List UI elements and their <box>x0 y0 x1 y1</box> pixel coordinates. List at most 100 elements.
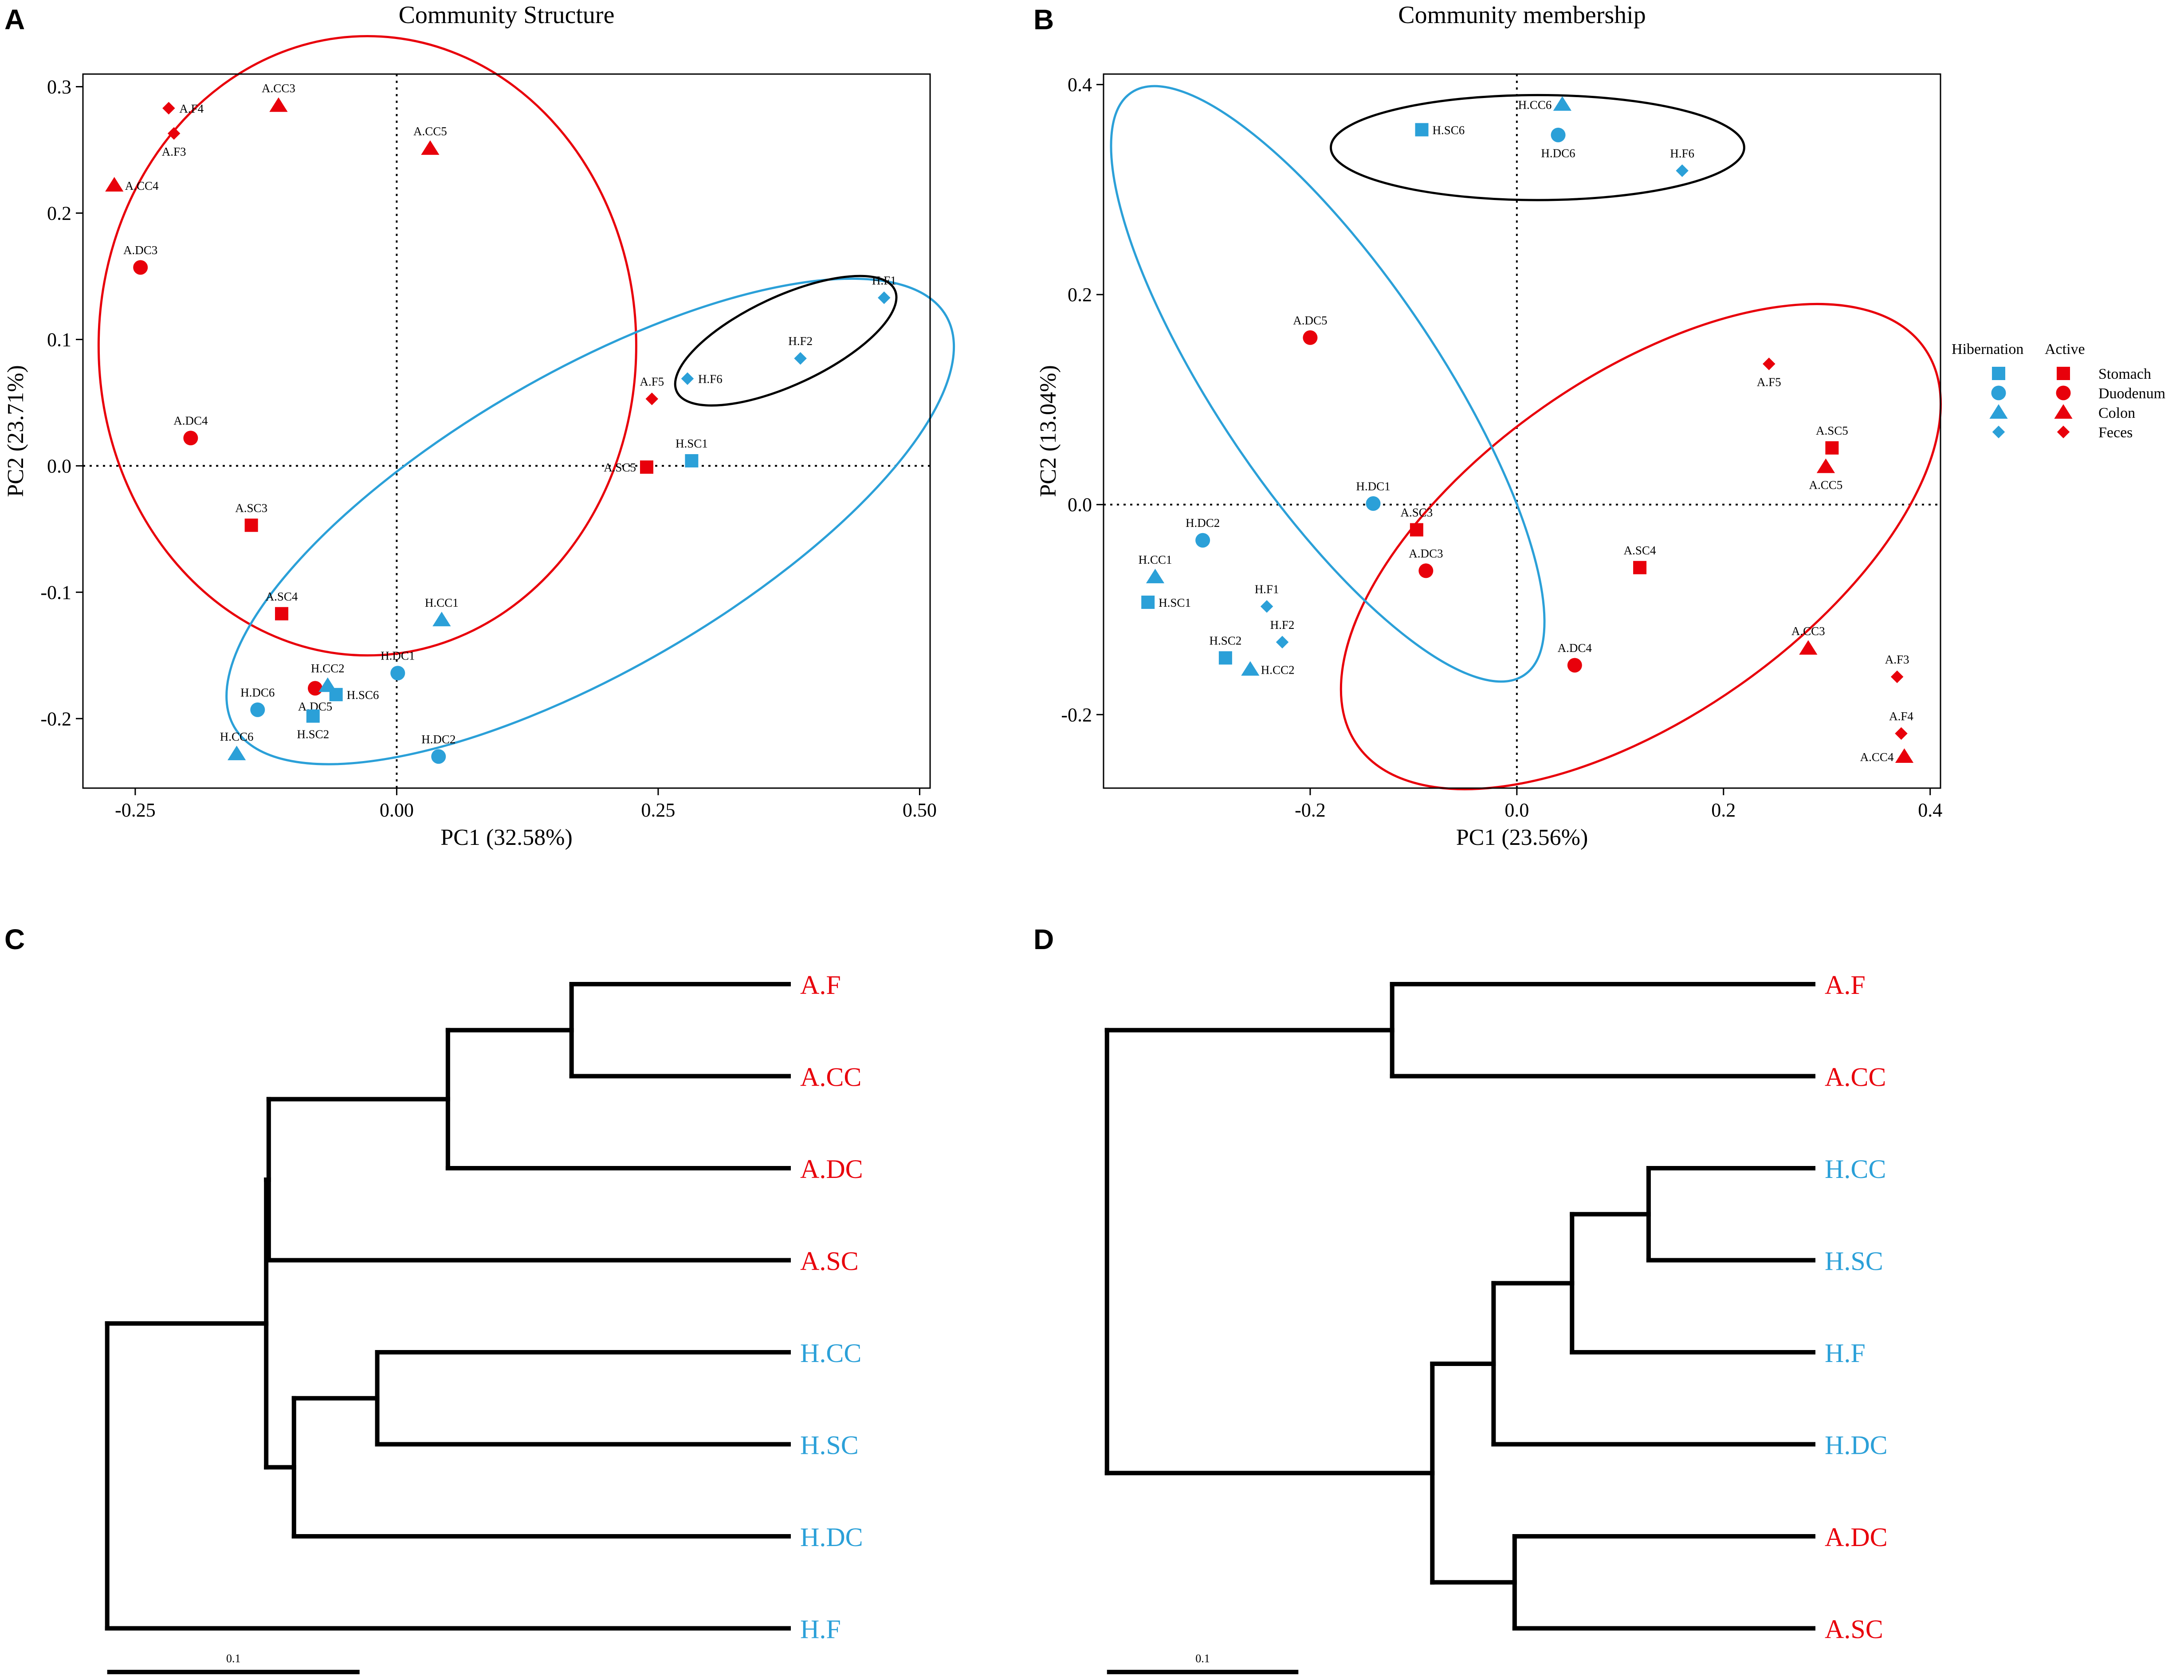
point-label: A.SC5 <box>604 461 636 474</box>
data-point <box>1141 595 1155 609</box>
x-tick-label: 0.4 <box>1918 799 1942 821</box>
point-label: H.CC6 <box>1518 98 1552 112</box>
panel-label-b: B <box>1033 4 1054 35</box>
data-point <box>1567 658 1582 673</box>
point-label: A.CC5 <box>413 125 447 138</box>
leaf-label: A.SC <box>1825 1615 1883 1644</box>
point-label: A.CC4 <box>125 179 159 192</box>
dendrogram-community-structure: A.F A.CC A.DC A.SC H.CC H.SC H.DC H.F 0.1 <box>105 970 863 1674</box>
point-label: H.DC1 <box>1356 479 1390 493</box>
confidence-ellipse-hibernation <box>225 277 955 765</box>
x-tick-label: 0.25 <box>641 799 675 821</box>
leaf-label: A.SC <box>800 1247 859 1276</box>
panel-label-c: C <box>4 923 25 955</box>
data-point <box>1366 496 1381 511</box>
point-label: H.CC2 <box>1261 663 1295 676</box>
leaf-label: H.SC <box>1825 1247 1883 1276</box>
data-point <box>1676 164 1689 177</box>
legend-marker-active <box>2057 425 2070 439</box>
point-label: H.CC1 <box>425 596 459 609</box>
point-label: A.DC3 <box>123 243 157 257</box>
data-point <box>183 431 198 446</box>
legend: Hibernation Active Stomach Duodenum Colon Fec… <box>1952 341 2165 441</box>
data-point <box>794 352 807 365</box>
y-tick-label: -0.1 <box>40 581 71 603</box>
data-point <box>105 177 124 192</box>
point-label: A.DC4 <box>173 414 208 428</box>
data-point <box>1895 727 1908 740</box>
y-tick-label: 0.0 <box>1068 494 1092 516</box>
data-point <box>1633 561 1647 574</box>
legend-marker-hibernation <box>1992 425 2005 439</box>
pcoa-community-membership: Community membership H.CC6 H.SC6 H.DC6 H.F6 H… <box>1036 1 1942 850</box>
point-label: A.DC3 <box>1409 547 1443 560</box>
y-tick-label: 0.0 <box>47 455 71 477</box>
point-label: A.CC3 <box>262 82 295 95</box>
data-point <box>1415 123 1429 137</box>
point-label: A.SC4 <box>1624 544 1656 557</box>
leaf-label: A.DC <box>800 1154 863 1184</box>
point-label: A.SC4 <box>266 590 298 603</box>
leaf-label: A.CC <box>800 1063 861 1092</box>
leaf-label: A.F <box>800 970 841 1000</box>
point-label: H.DC6 <box>240 686 275 699</box>
point-label: H.DC1 <box>381 649 415 663</box>
confidence-ellipse-cluster <box>1330 94 1745 201</box>
point-label: H.SC1 <box>1159 596 1191 609</box>
point-label: H.F2 <box>1270 618 1295 632</box>
confidence-ellipse-active <box>97 35 637 657</box>
y-tick-label: 0.4 <box>1068 74 1092 96</box>
data-point <box>432 612 451 627</box>
point-label: A.F5 <box>640 375 664 388</box>
leaf-label: H.SC <box>800 1431 859 1460</box>
data-point <box>1551 127 1566 142</box>
data-point <box>1241 661 1260 676</box>
x-tick-label: 0.50 <box>903 799 937 821</box>
data-point <box>307 681 322 696</box>
point-label: A.SC3 <box>1400 506 1433 519</box>
point-label: A.SC3 <box>235 501 267 514</box>
data-point <box>1146 569 1165 584</box>
point-label: H.F6 <box>1670 147 1694 160</box>
point-label: A.DC4 <box>1558 641 1592 655</box>
legend-marker-hibernation <box>1991 385 2006 400</box>
panel-label-a: A <box>4 4 25 35</box>
data-point <box>877 291 891 304</box>
scale-bar-label: 0.1 <box>226 1652 241 1665</box>
data-point <box>645 393 659 405</box>
data-point <box>1763 357 1775 370</box>
point-label: A.F3 <box>162 145 186 158</box>
point-label: H.CC6 <box>220 730 254 743</box>
plot-frame <box>1103 73 1941 789</box>
chart-title: Community Structure <box>399 1 615 29</box>
data-point <box>1890 670 1904 683</box>
point-label: H.CC1 <box>1139 553 1172 566</box>
data-point <box>1260 600 1273 613</box>
x-axis-label: PC1 (32.58%) <box>440 825 573 850</box>
y-tick-label: -0.2 <box>1061 704 1092 726</box>
y-tick-label: 0.2 <box>1068 284 1092 306</box>
leaf-label: H.DC <box>800 1523 863 1552</box>
data-point <box>306 709 320 723</box>
data-point <box>167 127 181 140</box>
legend-marker-active <box>2057 367 2070 380</box>
point-label: A.F4 <box>179 102 204 115</box>
data-point <box>681 372 694 385</box>
point-label: H.F1 <box>872 274 896 287</box>
data-point <box>640 460 653 474</box>
y-axis-label: PC2 (13.04%) <box>1036 365 1061 497</box>
legend-marker-hibernation <box>1992 367 2005 380</box>
point-label: H.F6 <box>698 373 723 386</box>
point-label: A.F5 <box>1757 375 1781 389</box>
legend-active-header: Active <box>2045 341 2085 357</box>
legend-marker-active <box>2054 404 2073 419</box>
point-label: A.CC5 <box>1809 479 1843 492</box>
point-label: H.SC6 <box>347 688 379 702</box>
data-point <box>1895 748 1914 763</box>
point-label: H.CC2 <box>311 662 345 675</box>
x-tick-label: 0.00 <box>380 799 414 821</box>
legend-label: Feces <box>2098 424 2133 441</box>
point-label: H.SC1 <box>676 437 708 450</box>
data-point <box>329 688 343 702</box>
